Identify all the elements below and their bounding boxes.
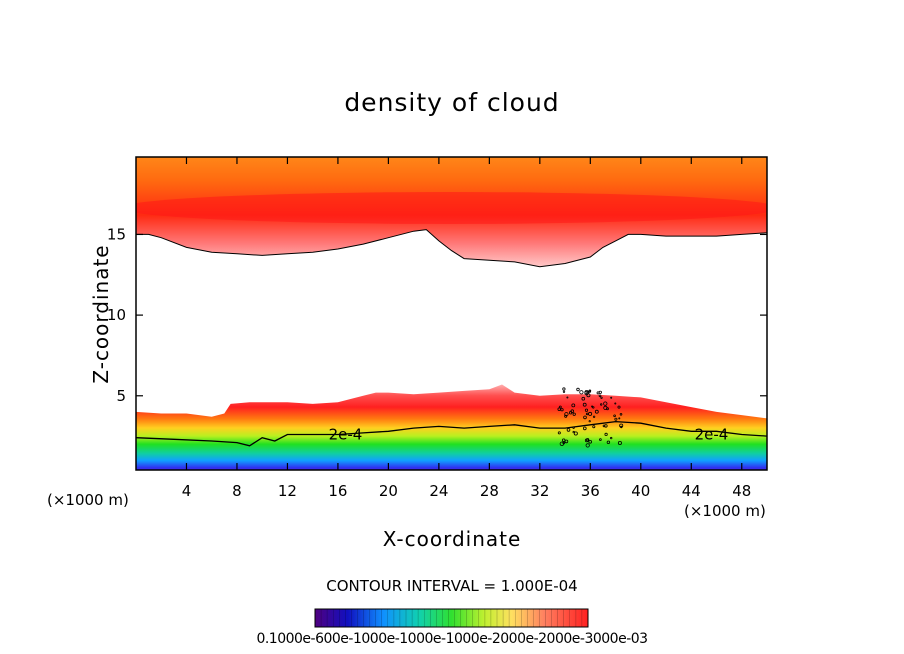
contour-interval-text: CONTOUR INTERVAL = 1.000E-04 (326, 577, 578, 595)
speckle (584, 408, 589, 412)
chart-title: density of cloud (344, 88, 560, 117)
x-tick-label: 20 (379, 482, 398, 500)
x-axis-label: X-coordinate (382, 527, 522, 551)
speckle (600, 396, 603, 400)
contour-label: 2e-4 (329, 426, 363, 444)
speckle (617, 440, 622, 445)
y-tick-label: 10 (107, 306, 126, 324)
speckle (602, 424, 606, 428)
speckle (610, 396, 613, 399)
y-tick-label: 15 (107, 225, 126, 243)
speckle (604, 432, 608, 436)
speckle (592, 425, 596, 429)
speckle (572, 426, 575, 430)
x-tick-label: 48 (732, 482, 751, 500)
speckle (564, 439, 569, 444)
speckle (592, 415, 596, 419)
speckle (586, 393, 591, 398)
speckle (600, 403, 603, 406)
y-axis: 5 10 15 (107, 225, 767, 405)
speckle (572, 412, 576, 416)
x-axis: 4 8 12 16 20 24 28 32 36 40 44 48 (182, 157, 751, 500)
speckle (570, 409, 575, 414)
speckle (603, 405, 608, 410)
x-unit-right: (×1000 m) (684, 502, 766, 520)
x-tick-label: 12 (278, 482, 297, 500)
speckle (591, 405, 594, 408)
speckle (610, 436, 613, 440)
speckle (573, 431, 578, 436)
speckle (614, 417, 618, 421)
speckle (562, 390, 566, 394)
colorbar-labels: 0.1000e-600e-1000e-1000e-1000e-2000e-200… (256, 631, 648, 647)
speckle (564, 414, 568, 418)
speckle (584, 438, 589, 443)
speckle (613, 414, 616, 418)
y-tick-label: 5 (116, 387, 126, 405)
x-tick-label: 4 (182, 482, 192, 500)
speckle (566, 428, 571, 432)
speckle (618, 417, 621, 420)
y-axis-label: Z-coordinate (89, 244, 113, 384)
speckle (614, 402, 617, 405)
speckle (599, 438, 602, 441)
speckle (620, 425, 623, 429)
speckle (583, 415, 587, 420)
speckle (594, 409, 599, 414)
speckle (606, 407, 609, 411)
speckle (598, 394, 602, 398)
plot-area (136, 157, 767, 470)
speckle (585, 438, 590, 442)
speckle (596, 391, 600, 395)
speckle (585, 412, 589, 416)
speckle (581, 396, 586, 401)
contour-label: 2e-4 (695, 426, 729, 444)
x-tick-label: 44 (682, 482, 701, 500)
speckle (606, 440, 611, 444)
speckle (603, 401, 608, 406)
x-tick-label: 24 (429, 482, 448, 500)
speckle (582, 402, 587, 407)
speckle (619, 412, 623, 416)
colorbar (314, 608, 589, 628)
x-tick-label: 40 (631, 482, 650, 500)
speckle (619, 423, 624, 428)
speckle (588, 411, 593, 416)
lower-cloud-layer (136, 384, 767, 470)
speckle (560, 408, 564, 412)
contour-labels: 2e-4 2e-4 (329, 426, 729, 444)
upper-core-band (136, 192, 767, 224)
x-tick-label: 16 (328, 482, 347, 500)
speckle (588, 439, 592, 444)
speckle (562, 438, 566, 442)
speckle (579, 390, 584, 395)
x-unit-left: (×1000 m) (47, 491, 129, 509)
plot-frame (135, 156, 768, 471)
speckle (588, 420, 591, 423)
x-tick-label: 32 (530, 482, 549, 500)
speckle (582, 426, 587, 431)
x-tick-label: 36 (581, 482, 600, 500)
speckle (562, 441, 566, 445)
contour-line-2e-4 (136, 420, 767, 447)
speckle (584, 390, 589, 395)
speckle (576, 387, 580, 392)
convective-speckles (557, 387, 624, 448)
speckle (566, 396, 569, 399)
speckle (571, 403, 576, 408)
speckle (617, 405, 621, 409)
speckle (562, 387, 566, 391)
x-tick-label: 28 (480, 482, 499, 500)
speckle (585, 443, 590, 448)
speckle (557, 431, 561, 435)
x-tick-label: 8 (232, 482, 242, 500)
